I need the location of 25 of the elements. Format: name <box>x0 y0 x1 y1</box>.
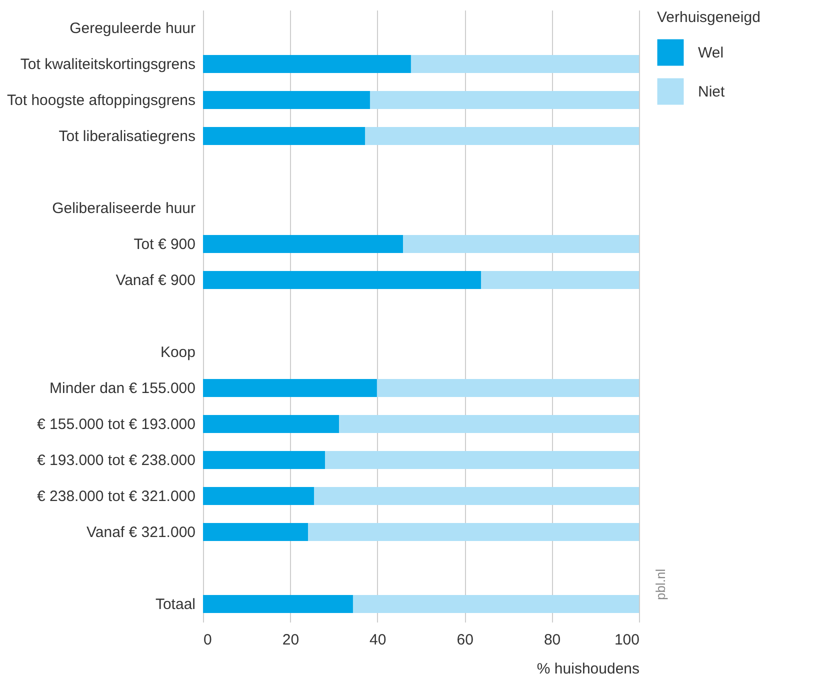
legend-label: Wel <box>698 44 724 62</box>
x-tick-label: 40 <box>370 632 386 648</box>
x-tick-label: 60 <box>456 632 474 648</box>
x-tick-label: 80 <box>544 632 561 648</box>
y-tick-label: Vanaf € 321.000 <box>86 524 196 541</box>
y-tick-label: Tot liberalisatiegrens <box>58 128 196 145</box>
y-tick-label: Minder dan € 155.000 <box>50 380 196 397</box>
text: pbl.nl <box>653 568 668 600</box>
y-tick-label: Tot hoogste aftoppingsgrens <box>7 92 196 109</box>
y-tick-label: Koop <box>160 344 196 361</box>
y-tick-label: Tot kwaliteitskortingsgrens <box>20 56 196 73</box>
y-tick-label: Gereguleerde huur <box>70 20 196 37</box>
y-tick-label: € 193.000 tot € 238.000 <box>37 452 196 469</box>
y-tick-label: Tot € 900 <box>134 236 196 253</box>
x-tick-label: 20 <box>282 632 300 648</box>
x-tick-label: 100 <box>614 632 640 648</box>
legend-label: Niet <box>698 84 726 100</box>
legend-title: Verhuisgeneigd <box>657 9 760 26</box>
y-tick-label: Vanaf € 900 <box>116 272 196 289</box>
y-tick-label: Totaal <box>155 596 196 613</box>
y-tick-label: € 238.000 tot € 321.000 <box>37 488 196 505</box>
x-tick-label: 0 <box>204 632 212 648</box>
y-tick-label: € 155.000 tot € 193.000 <box>37 416 196 433</box>
y-tick-label: Geliberaliseerde huur <box>52 200 196 217</box>
x-axis-title: % huishoudens <box>536 660 640 678</box>
